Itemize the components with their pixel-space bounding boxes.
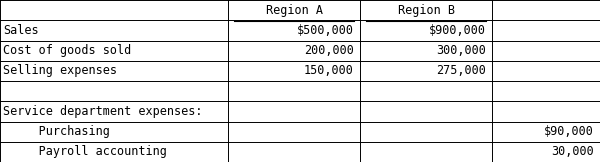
Text: $90,000: $90,000 — [544, 125, 594, 138]
Text: Sales: Sales — [3, 24, 38, 37]
Text: $500,000: $500,000 — [297, 24, 354, 37]
Text: Service department expenses:: Service department expenses: — [3, 105, 203, 118]
Text: Purchasing: Purchasing — [3, 125, 110, 138]
Text: Payroll accounting: Payroll accounting — [3, 145, 167, 158]
Text: Selling expenses: Selling expenses — [3, 64, 117, 77]
Text: Region A: Region A — [265, 4, 323, 17]
Text: 275,000: 275,000 — [436, 64, 486, 77]
Text: 200,000: 200,000 — [304, 44, 354, 57]
Text: 300,000: 300,000 — [436, 44, 486, 57]
Text: Region B: Region B — [398, 4, 455, 17]
Text: Cost of goods sold: Cost of goods sold — [3, 44, 131, 57]
Text: 30,000: 30,000 — [551, 145, 594, 158]
Text: 150,000: 150,000 — [304, 64, 354, 77]
Text: $900,000: $900,000 — [429, 24, 486, 37]
